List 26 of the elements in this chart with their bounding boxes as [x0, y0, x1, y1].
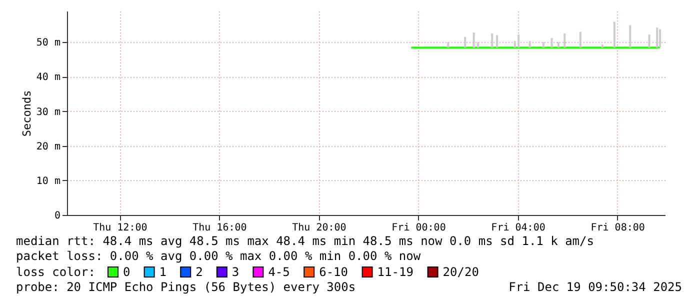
legend-label: 3 — [232, 265, 240, 279]
x-tick-label: Thu 16:00 — [192, 222, 247, 234]
text: packet loss: 0.00 % avg 0.00 % max 0.00 % min 0.00 % now — [16, 249, 422, 263]
legend-label: 20/20 — [442, 265, 479, 279]
x-tick-label: Thu 12:00 — [93, 222, 148, 234]
x-tick-label: Fri 08:00 — [590, 222, 645, 234]
legend-label: 11-19 — [377, 265, 414, 279]
y-tick-label: 50 m — [36, 38, 60, 49]
text: probe: 20 ICMP Echo Pings (56 Bytes) every 300s — [16, 280, 356, 294]
y-tick-label: 10 m — [36, 176, 60, 187]
y-tick-label: 20 m — [36, 141, 60, 152]
legend-label: 2 — [196, 265, 203, 279]
legend-label: 6-10 — [319, 265, 348, 279]
x-tick-label: Fri 00:00 — [392, 222, 446, 234]
x-tick-label: Thu 20:00 — [292, 222, 346, 234]
y-axis-title: Seconds — [20, 90, 34, 137]
legend-label: 0 — [123, 265, 130, 279]
y-tick-label: 40 m — [36, 72, 60, 84]
legend-title: loss color: — [16, 265, 96, 279]
y-tick-label: 0 — [54, 210, 60, 222]
legend-label: 1 — [159, 265, 167, 279]
y-tick-label: 30 m — [36, 106, 60, 118]
text: median rtt: 48.4 ms avg 48.5 ms max 48.4 ms min 48.5 ms now 0.0 ms sd 1.1 k am/s — [16, 234, 594, 248]
legend-label: 4-5 — [268, 265, 290, 279]
text: Fri Dec 19 09:50:34 2025 — [508, 280, 682, 294]
x-tick-label: Fri 04:00 — [491, 222, 546, 234]
